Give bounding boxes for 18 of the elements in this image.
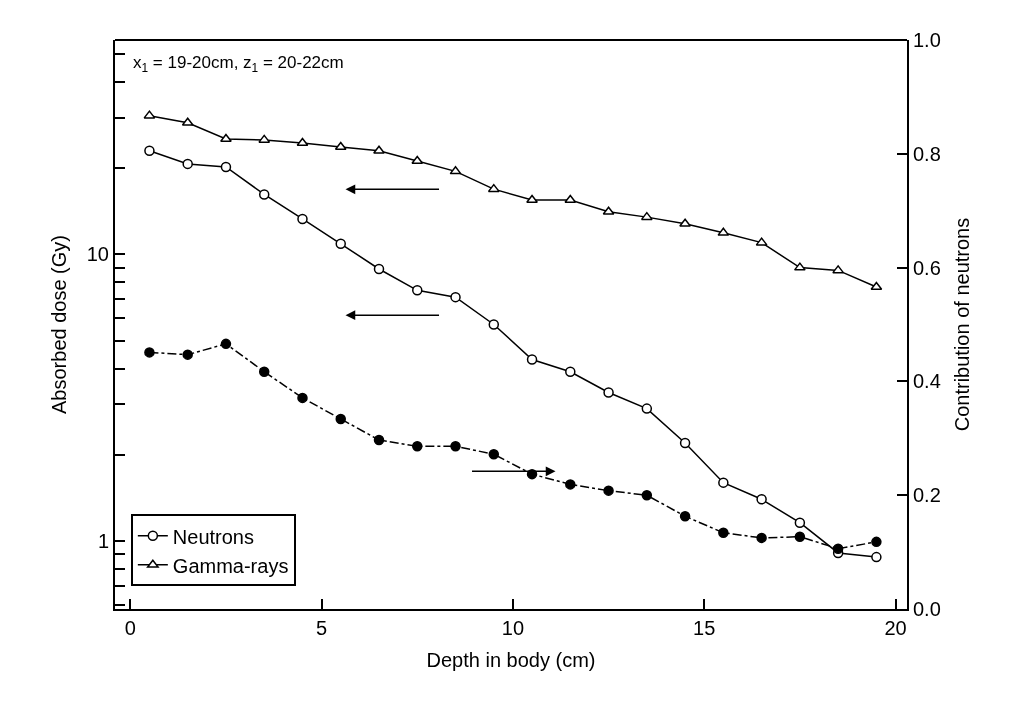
y2-tick-label: 0.0 <box>913 598 941 620</box>
y2-tick-label: 0.6 <box>913 256 941 279</box>
y2-tick-label: 1.0 <box>913 29 941 51</box>
y2-tick-label: 0.2 <box>913 484 941 507</box>
x-tick-label: 20 <box>884 617 907 639</box>
x-tick-label: 0 <box>124 617 136 639</box>
x-tick-label: 10 <box>501 617 525 639</box>
y-axis-title: Absorbed dose (Gy) <box>47 235 70 414</box>
y2-axis-title: Contribution of neutrons <box>950 217 973 432</box>
legend-label: Gamma-rays <box>172 554 289 577</box>
x-axis-title: Depth in body (cm) <box>426 649 596 671</box>
annotation: x$_{1}$ = 19-20cm, z$_{1}$ = 20-22cm <box>133 53 344 75</box>
y2-tick-label: 0.8 <box>913 142 941 165</box>
x-tick-label: 15 <box>693 617 716 639</box>
y-tick-label: 1 <box>97 530 109 553</box>
legend-label: Neutrons <box>172 525 254 548</box>
y2-tick-label: 0.4 <box>913 370 941 393</box>
x-tick-label: 5 <box>316 617 328 639</box>
